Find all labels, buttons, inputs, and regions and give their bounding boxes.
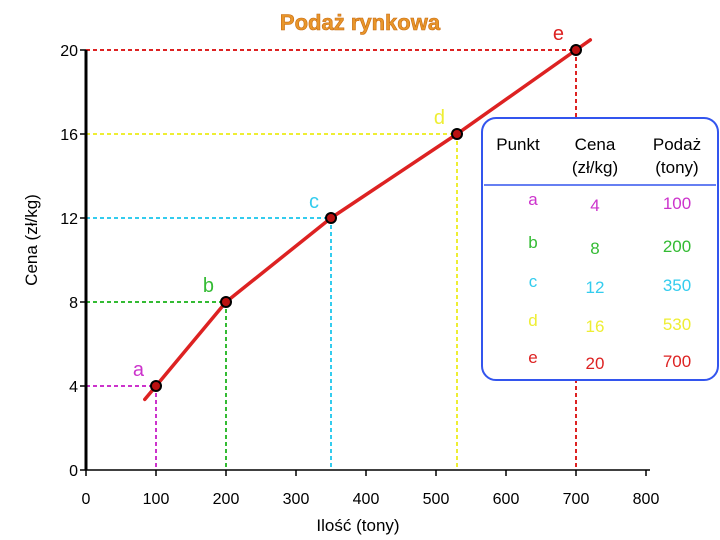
point-a <box>150 380 162 392</box>
point-d <box>451 128 463 140</box>
table-box <box>481 117 719 381</box>
data-table: Punkt Cena (zł/kg) Podaż (tony) a 4 100 b 8 200… <box>481 117 719 381</box>
y-tick-label-2: 8 <box>69 295 78 312</box>
table-cell-cena-c: 12 <box>586 278 605 297</box>
x-tick-label-5: 500 <box>423 491 450 508</box>
table-cell-podaz-c: 350 <box>663 276 691 295</box>
y-tick-label-5: 20 <box>60 43 78 60</box>
y-axis-title: Cena (zł/kg) <box>22 194 41 286</box>
chart-title: Podaż rynkowa <box>280 10 441 35</box>
table-header-cena: Cena (zł/kg) <box>572 135 618 177</box>
table-cell-cena-b: 8 <box>590 239 599 258</box>
point-label-e: e <box>553 23 564 45</box>
y-tick-label-3: 12 <box>60 211 78 228</box>
table-header-podaz: Podaż (tony) <box>653 135 701 177</box>
table-cell-podaz-d: 530 <box>663 315 691 334</box>
y-tick-label-0: 0 <box>69 463 78 480</box>
table-cell-podaz-e: 700 <box>663 352 691 371</box>
x-tick-label-3: 300 <box>283 491 310 508</box>
point-label-b: b <box>203 275 214 297</box>
x-tick-label-7: 700 <box>563 491 590 508</box>
x-tick-label-6: 600 <box>493 491 520 508</box>
x-tick-label-2: 200 <box>213 491 240 508</box>
table-cell-podaz-b: 200 <box>663 237 691 256</box>
table-cell-cena-d: 16 <box>586 317 605 336</box>
table-header-punkt: Punkt <box>496 135 540 154</box>
table-cell-cena-a: 4 <box>590 196 599 215</box>
table-cell-punkt-d: d <box>528 311 537 330</box>
table-cell-punkt-e: e <box>528 348 537 367</box>
x-tick-label-8: 800 <box>633 491 660 508</box>
axes <box>84 50 650 471</box>
point-e <box>570 44 582 56</box>
table-cell-cena-e: 20 <box>586 354 605 373</box>
x-axis-title: Ilość (tony) <box>316 516 399 535</box>
y-tick-label-1: 4 <box>69 379 78 396</box>
point-c <box>325 212 337 224</box>
y-tick-label-4: 16 <box>60 127 78 144</box>
table-cell-podaz-a: 100 <box>663 194 691 213</box>
point-label-a: a <box>133 359 145 381</box>
point-label-c: c <box>309 191 319 213</box>
guide-lines <box>86 49 577 470</box>
point-label-d: d <box>434 107 445 129</box>
table-cell-punkt-a: a <box>528 190 538 209</box>
table-rows: a 4 100 b 8 200 c 12 350 d 16 530 e 20 700 <box>528 190 691 373</box>
table-cell-punkt-c: c <box>529 272 538 291</box>
point-b <box>220 296 232 308</box>
table-cell-punkt-b: b <box>528 233 537 252</box>
x-tick-label-4: 400 <box>353 491 380 508</box>
x-tick-label-1: 100 <box>143 491 170 508</box>
x-tick-label-0: 0 <box>82 491 91 508</box>
